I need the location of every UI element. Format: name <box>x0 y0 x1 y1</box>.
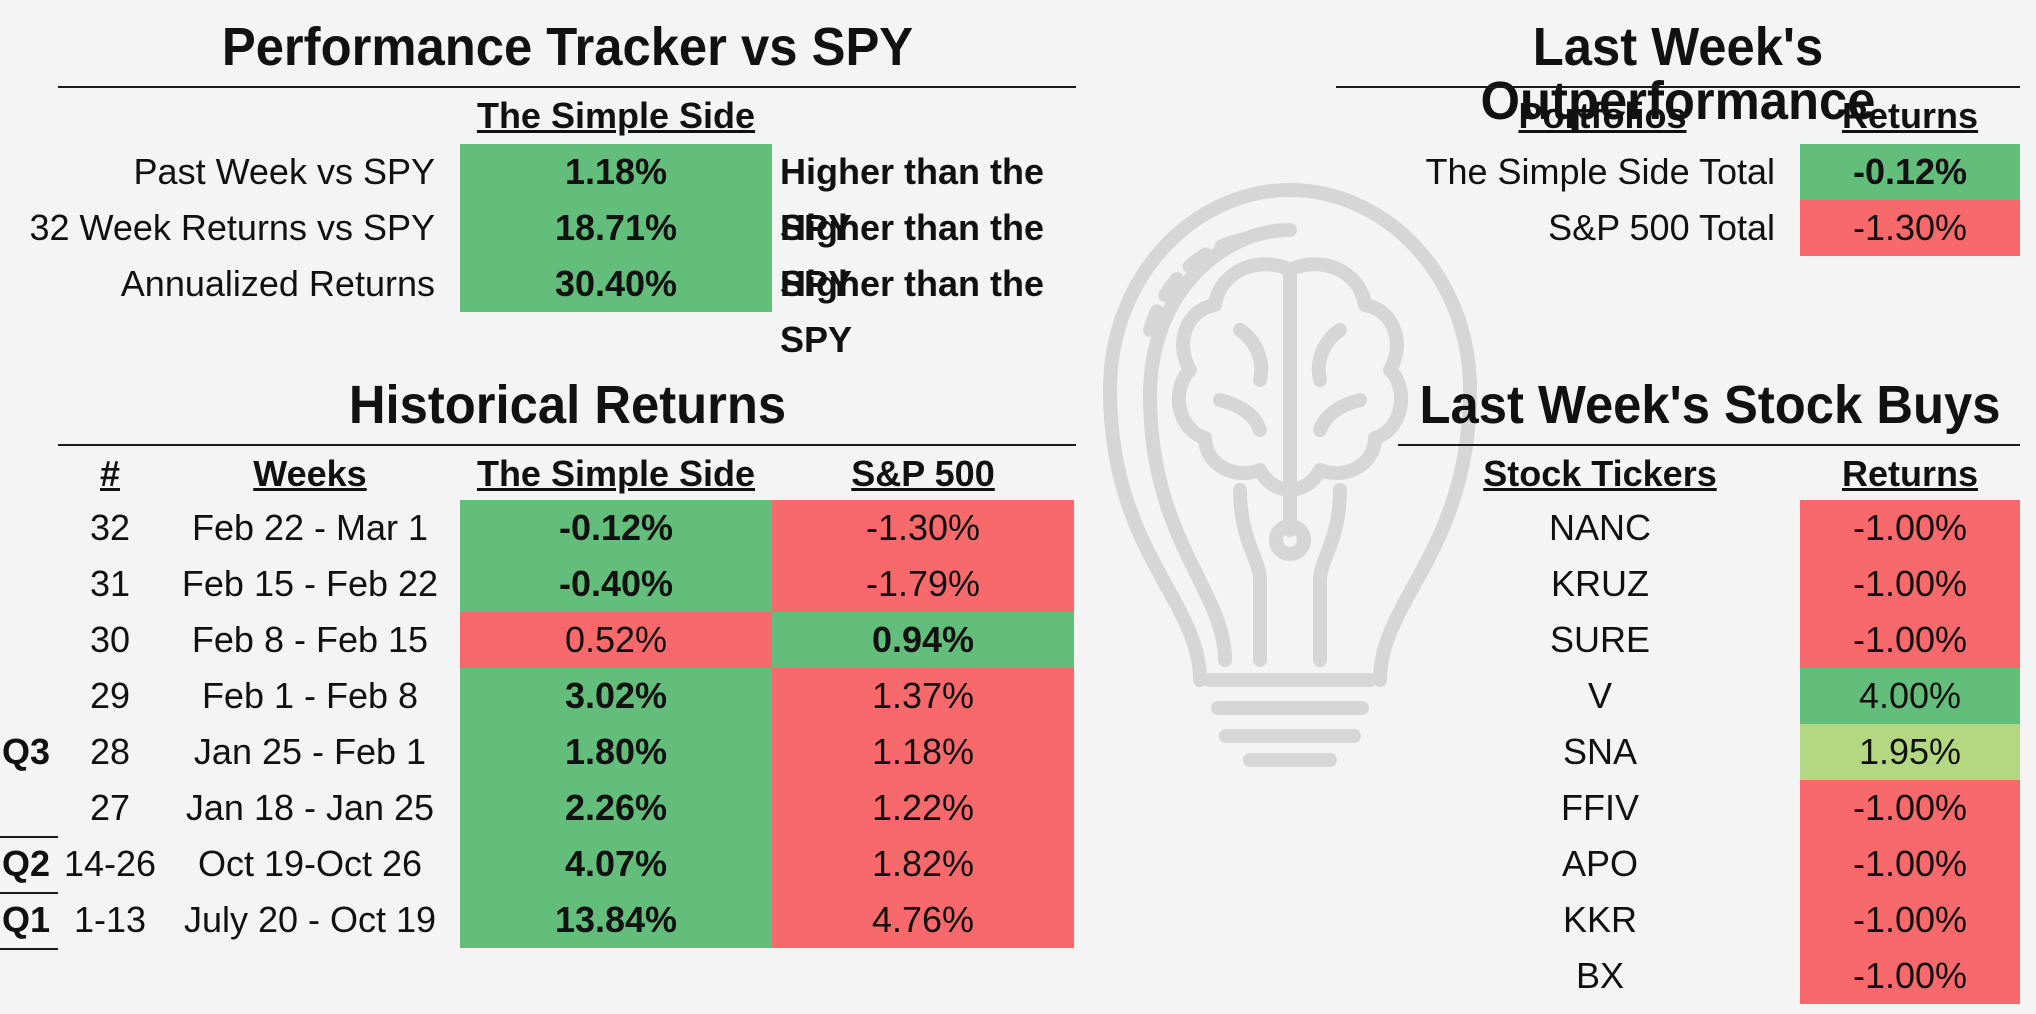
stock-row-ticker: KKR <box>1562 899 1638 940</box>
tracker-row-note: Higher than the SPY <box>780 263 1045 360</box>
outperformance-row-portfolio: The Simple Side Total <box>1425 151 1775 192</box>
tracker-title-rule <box>58 86 1076 88</box>
historical-row-weeks: Feb 1 - Feb 8 <box>201 675 419 716</box>
historical-row-simple-side: 1.80% <box>460 724 772 780</box>
historical-row-weeks: Feb 8 - Feb 15 <box>191 619 429 660</box>
tracker-row-label: Past Week vs SPY <box>133 151 435 192</box>
stock-tickers-header: Stock Tickers <box>1483 453 1717 494</box>
historical-row-num: 27 <box>89 787 131 828</box>
stock-row-return: 1.95% <box>1800 724 2020 780</box>
stock-row-return: -1.00% <box>1800 892 2020 948</box>
historical-row-num: 31 <box>89 563 131 604</box>
historical-row-weeks: July 20 - Oct 19 <box>183 899 437 940</box>
stock-row-ticker: APO <box>1561 843 1639 884</box>
stock-row-ticker: BX <box>1575 955 1625 996</box>
historical-row-simple-side: -0.12% <box>460 500 772 556</box>
historical-row-sp500: 1.37% <box>772 668 1074 724</box>
portfolios-header: Portfolios <box>1518 95 1687 136</box>
quarter-label: Q1 <box>2 899 51 940</box>
stock-row-return: -1.00% <box>1800 612 2020 668</box>
historical-row-weeks: Jan 18 - Jan 25 <box>185 787 435 828</box>
outperformance-row-portfolio: S&P 500 Total <box>1548 207 1775 248</box>
brain-lightbulb-icon <box>1103 183 1477 767</box>
historical-row-weeks: Jan 25 - Feb 1 <box>193 731 427 772</box>
outperformance-row-return: -1.30% <box>1800 200 2020 256</box>
stock-row-return: -1.00% <box>1800 500 2020 556</box>
tracker-row-note: Higher than the SPY <box>780 151 1045 248</box>
historical-row-sp500: 0.94% <box>772 612 1074 668</box>
historical-row-simple-side: 0.52% <box>460 612 772 668</box>
outperformance-title-rule <box>1336 86 2020 88</box>
historical-title-rule <box>58 444 1076 446</box>
tracker-column-header: The Simple Side <box>476 95 756 136</box>
historical-row-sp500: 1.82% <box>772 836 1074 892</box>
tracker-row-value: 1.18% <box>460 144 772 200</box>
outperformance-title: Last Week's Outperformance <box>1480 17 1876 131</box>
weeks-header: Weeks <box>253 453 367 494</box>
outperformance-row-return: -0.12% <box>1800 144 2020 200</box>
stock-row-return: -1.00% <box>1800 948 2020 1004</box>
stock-row-ticker: KRUZ <box>1551 563 1649 604</box>
stock-row-ticker: FFIV <box>1561 787 1639 828</box>
historical-row-simple-side: 4.07% <box>460 836 772 892</box>
tracker-title: Performance Tracker vs SPY <box>221 17 914 77</box>
q1-bottom-divider <box>0 948 58 950</box>
stock-row-return: 4.00% <box>1800 668 2020 724</box>
historical-row-sp500: 4.76% <box>772 892 1074 948</box>
historical-row-simple-side: 13.84% <box>460 892 772 948</box>
stock-returns-header: Returns <box>1841 453 1979 494</box>
stock-buys-title-rule <box>1398 444 2020 446</box>
stock-row-ticker: SURE <box>1549 619 1651 660</box>
historical-row-num: 32 <box>89 507 131 548</box>
historical-row-num: 14-26 <box>63 843 157 884</box>
tracker-row-value: 18.71% <box>460 200 772 256</box>
historical-row-weeks: Feb 22 - Mar 1 <box>191 507 429 548</box>
outperformance-returns-header: Returns <box>1841 95 1979 136</box>
stock-row-ticker: NANC <box>1548 507 1651 548</box>
historical-row-num: 28 <box>89 731 131 772</box>
historical-row-num: 30 <box>89 619 131 660</box>
historical-row-sp500: 1.18% <box>772 724 1074 780</box>
historical-row-sp500: 1.22% <box>772 780 1074 836</box>
historical-row-simple-side: 3.02% <box>460 668 772 724</box>
historical-row-simple-side: -0.40% <box>460 556 772 612</box>
q1-divider <box>0 892 58 894</box>
stock-row-ticker: V <box>1587 675 1612 716</box>
tracker-row-label: 32 Week Returns vs SPY <box>29 207 435 248</box>
stock-row-return: -1.00% <box>1800 556 2020 612</box>
historical-title: Historical Returns <box>348 375 787 435</box>
stock-row-return: -1.00% <box>1800 836 2020 892</box>
historical-row-weeks: Oct 19-Oct 26 <box>197 843 423 884</box>
quarter-label: Q3 <box>2 731 51 772</box>
stock-buys-title: Last Week's Stock Buys <box>1419 375 2001 435</box>
historical-row-num: 29 <box>89 675 131 716</box>
sp500-header: S&P 500 <box>851 453 995 494</box>
historical-row-sp500: -1.79% <box>772 556 1074 612</box>
num-header: # <box>99 453 121 494</box>
tracker-row-note: Higher than the SPY <box>780 207 1045 304</box>
stock-row-ticker: SNA <box>1562 731 1638 772</box>
historical-row-num: 1-13 <box>73 899 147 940</box>
quarter-label: Q2 <box>2 843 51 884</box>
historical-row-weeks: Feb 15 - Feb 22 <box>181 563 439 604</box>
tracker-row-value: 30.40% <box>460 256 772 312</box>
historical-row-sp500: -1.30% <box>772 500 1074 556</box>
q2-divider <box>0 836 58 838</box>
tracker-row-label: Annualized Returns <box>120 263 435 304</box>
simple-side-header: The Simple Side <box>476 453 756 494</box>
stock-row-return: -1.00% <box>1800 780 2020 836</box>
historical-row-simple-side: 2.26% <box>460 780 772 836</box>
